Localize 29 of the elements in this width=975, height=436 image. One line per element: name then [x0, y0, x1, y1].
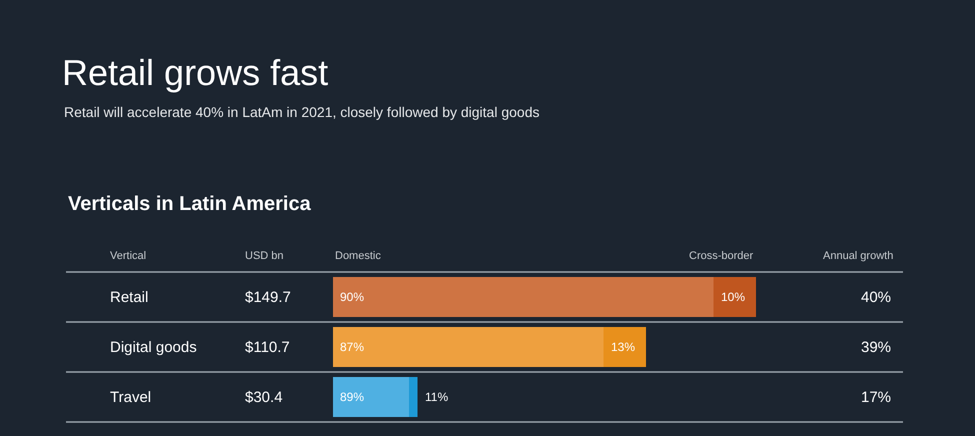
- y-tick-label: Travel: [110, 389, 152, 406]
- annotation: 89%: [340, 390, 364, 404]
- series-label: Domestic: [335, 250, 382, 262]
- chart-subtitle: Retail will accelerate 40% in LatAm in 2021, closely followed by digital goods: [64, 104, 540, 120]
- y-tick-label: Digital goods: [110, 339, 197, 356]
- annotation: 87%: [340, 340, 364, 354]
- text: Verticals in Latin America: [68, 193, 312, 215]
- text: $149.7: [245, 289, 291, 306]
- text: $110.7: [245, 339, 290, 356]
- text: $30.4: [245, 389, 283, 406]
- text: 40%: [861, 289, 892, 306]
- text: 17%: [861, 389, 892, 406]
- bar: [333, 327, 604, 367]
- annotation: 10%: [721, 290, 746, 304]
- bar: [409, 377, 418, 417]
- annotation: 13%: [611, 340, 636, 354]
- y-tick-label: Retail: [110, 289, 148, 306]
- bar: [604, 327, 646, 367]
- series-label: Cross-border: [689, 250, 754, 262]
- text: Vertical: [110, 250, 146, 262]
- bar: [333, 277, 714, 317]
- annotation: 11%: [425, 390, 448, 404]
- chart-title: Retail grows fast: [62, 52, 328, 93]
- text: 39%: [861, 339, 892, 356]
- annotation: 90%: [340, 290, 364, 304]
- text: Annual growth: [823, 250, 894, 262]
- bar: [333, 377, 410, 417]
- bar: [714, 277, 756, 317]
- text: USD bn: [245, 250, 284, 262]
